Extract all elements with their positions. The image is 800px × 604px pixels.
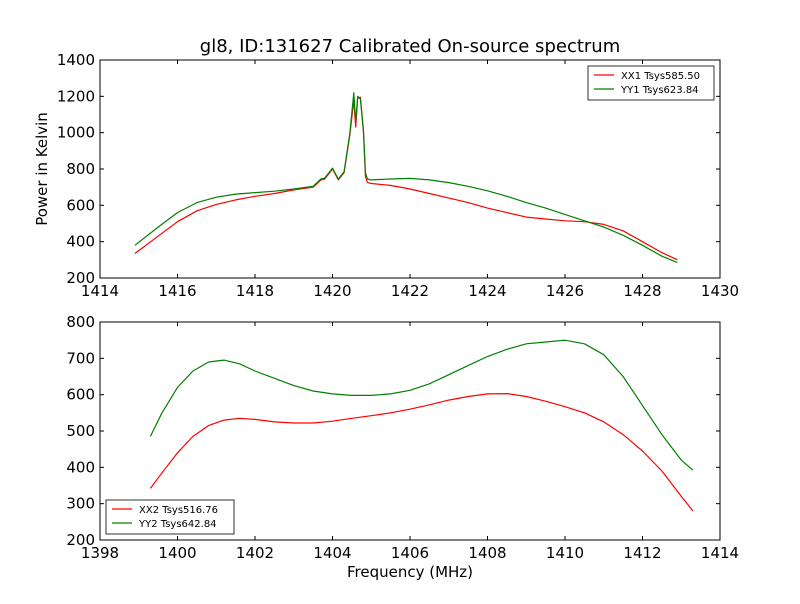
x-axis-label-1: Frequency (MHz)	[347, 563, 473, 581]
x-tick-label-0-8: 1430	[701, 282, 739, 300]
x-tick-label-0-2: 1418	[236, 282, 274, 300]
x-tick-label-1-0: 1398	[81, 544, 119, 562]
series-line-1-1	[149, 339, 694, 471]
y-tick-label-0-4: 1000	[57, 124, 95, 142]
x-tick-label-0-1: 1416	[158, 282, 196, 300]
x-tick-label-1-5: 1408	[468, 544, 506, 562]
x-tick-label-0-7: 1428	[623, 282, 661, 300]
x-tick-label-1-3: 1404	[313, 544, 351, 562]
series-line-0-1	[134, 92, 678, 264]
y-tick-label-0-1: 400	[66, 233, 95, 251]
legend-label-0-1: YY1 Tsys623.84	[620, 85, 699, 96]
x-tick-label-0-3: 1420	[313, 282, 351, 300]
chart-title-0: gl8, ID:131627 Calibrated On-source spec…	[200, 36, 620, 57]
y-tick-label-0-5: 1200	[57, 87, 95, 105]
y-tick-label-1-4: 600	[66, 386, 95, 404]
x-tick-label-0-4: 1422	[391, 282, 429, 300]
legend-label-0-0: XX1 Tsys585.50	[621, 71, 700, 82]
legend-box-1	[105, 499, 235, 535]
x-tick-label-0-5: 1424	[468, 282, 506, 300]
series-line-1-0	[149, 393, 694, 512]
y-axis-label-0: Power in Kelvin	[33, 112, 51, 226]
x-tick-label-1-8: 1414	[701, 544, 739, 562]
y-tick-label-0-6: 1400	[57, 51, 95, 69]
y-tick-label-0-0: 200	[66, 269, 95, 287]
legend-box-0	[587, 65, 715, 101]
y-tick-label-1-0: 200	[66, 531, 95, 549]
y-tick-label-0-3: 800	[66, 160, 95, 178]
x-tick-label-0-6: 1426	[546, 282, 584, 300]
x-tick-label-1-4: 1406	[391, 544, 429, 562]
x-tick-label-1-6: 1410	[546, 544, 584, 562]
x-tick-label-1-1: 1400	[158, 544, 196, 562]
x-tick-label-1-7: 1412	[623, 544, 661, 562]
legend-label-1-1: YY2 Tsys642.84	[138, 519, 217, 530]
y-tick-label-1-2: 400	[66, 458, 95, 476]
y-tick-label-1-6: 800	[66, 313, 95, 331]
y-tick-label-0-2: 600	[66, 196, 95, 214]
x-tick-label-0-0: 1414	[81, 282, 119, 300]
y-tick-label-1-3: 500	[66, 422, 95, 440]
y-tick-label-1-1: 300	[66, 495, 95, 513]
y-tick-label-1-5: 700	[66, 349, 95, 367]
legend-label-1-0: XX2 Tsys516.76	[139, 505, 218, 516]
x-tick-label-1-2: 1402	[236, 544, 274, 562]
